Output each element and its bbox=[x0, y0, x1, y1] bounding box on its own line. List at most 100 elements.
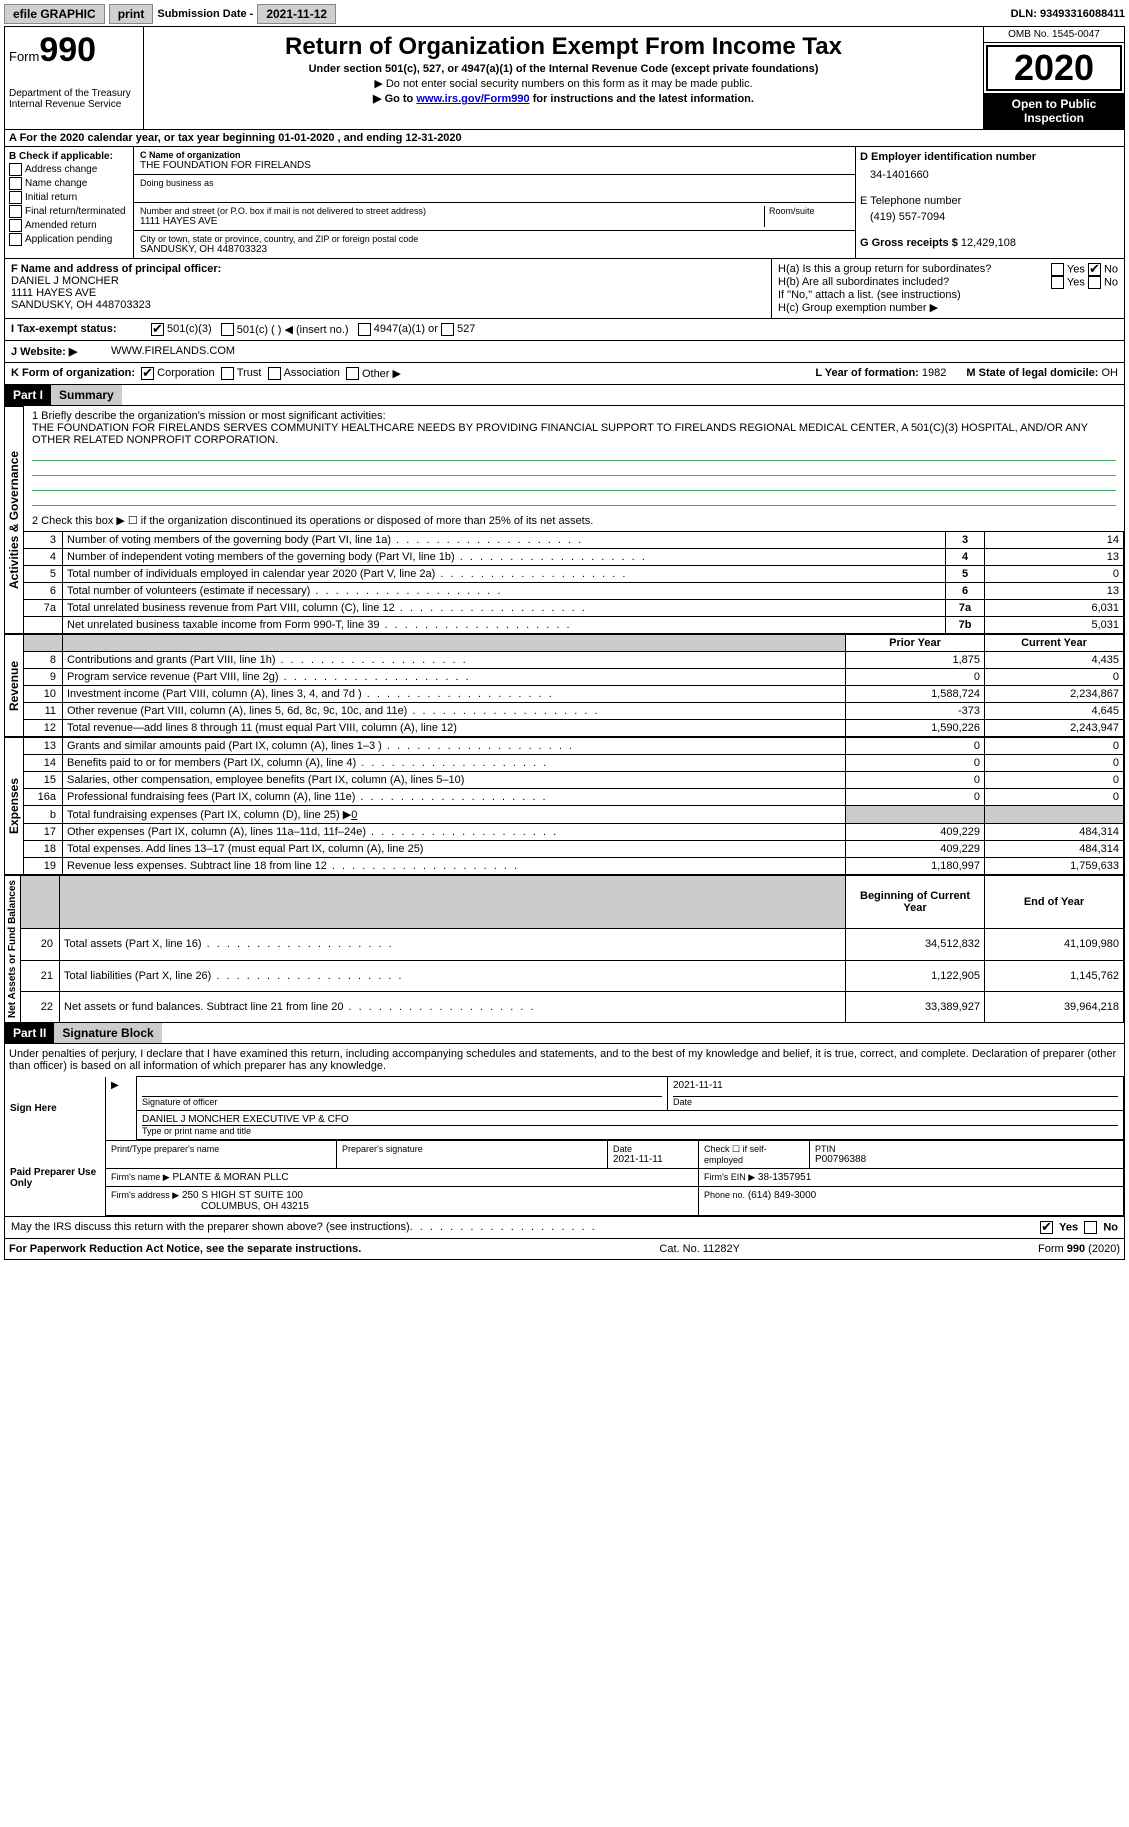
ha-no[interactable] bbox=[1088, 263, 1101, 276]
blank-line bbox=[32, 461, 1116, 476]
tel-label: E Telephone number bbox=[860, 195, 1120, 207]
cb-name[interactable]: Name change bbox=[9, 177, 129, 190]
q1-label: 1 Briefly describe the organization's mi… bbox=[32, 410, 1116, 422]
paid-preparer-table: Paid Preparer Use Only Print/Type prepar… bbox=[5, 1140, 1124, 1216]
prep-date-cell: Date2021-11-11 bbox=[608, 1141, 699, 1169]
ptin-cell: PTINP00796388 bbox=[810, 1141, 1124, 1169]
table-row: 15Salaries, other compensation, employee… bbox=[24, 772, 1124, 789]
table-row: 6Total number of volunteers (estimate if… bbox=[24, 583, 1124, 600]
section-b-to-g: B Check if applicable: Address change Na… bbox=[5, 147, 1124, 259]
vlabel-revenue: Revenue bbox=[5, 634, 24, 737]
irs-link[interactable]: www.irs.gov/Form990 bbox=[416, 93, 529, 105]
addr-cell: Number and street (or P.O. box if mail i… bbox=[134, 203, 855, 231]
row-a: A For the 2020 calendar year, or tax yea… bbox=[5, 130, 1124, 147]
table-row: 11Other revenue (Part VIII, column (A), … bbox=[24, 703, 1124, 720]
ein-value: 34-1401660 bbox=[870, 169, 1120, 181]
header-mid: Return of Organization Exempt From Incom… bbox=[144, 27, 983, 129]
sign-here-label: Sign Here bbox=[5, 1077, 106, 1140]
form-subtitle: Under section 501(c), 527, or 4947(a)(1)… bbox=[152, 63, 975, 75]
print-button[interactable]: print bbox=[109, 4, 154, 24]
net-assets-table: Beginning of Current YearEnd of Year 20T… bbox=[21, 875, 1124, 1023]
sig-officer-cell: Signature of officer bbox=[137, 1077, 668, 1111]
table-row: Beginning of Current YearEnd of Year bbox=[21, 876, 1124, 929]
cb-initial[interactable]: Initial return bbox=[9, 191, 129, 204]
table-row: Net unrelated business taxable income fr… bbox=[24, 617, 1124, 634]
firm-ein-cell: Firm's EIN ▶ 38-1357951 bbox=[699, 1169, 1124, 1187]
discuss-yes[interactable] bbox=[1040, 1221, 1053, 1234]
table-row: 13Grants and similar amounts paid (Part … bbox=[24, 738, 1124, 755]
table-row: 9Program service revenue (Part VIII, lin… bbox=[24, 669, 1124, 686]
website-value: WWW.FIRELANDS.COM bbox=[111, 345, 235, 358]
line-i: I Tax-exempt status: 501(c)(3) 501(c) ( … bbox=[5, 319, 1124, 341]
tax-year: 2020 bbox=[986, 45, 1122, 91]
expenses-section: Expenses 13Grants and similar amounts pa… bbox=[5, 737, 1124, 875]
section-d-to-g: D Employer identification number 34-1401… bbox=[855, 147, 1124, 258]
org-name-cell: C Name of organization THE FOUNDATION FO… bbox=[134, 147, 855, 175]
footer-mid: Cat. No. 11282Y bbox=[659, 1243, 740, 1255]
section-f: F Name and address of principal officer:… bbox=[5, 259, 771, 318]
firm-name-cell: Firm's name ▶ PLANTE & MORAN PLLC bbox=[106, 1169, 699, 1187]
h-b: H(b) Are all subordinates included? Yes … bbox=[778, 276, 1118, 289]
q2-label: 2 Check this box ▶ ☐ if the organization… bbox=[32, 514, 1116, 527]
hb-yes[interactable] bbox=[1051, 276, 1064, 289]
section-b-label: B Check if applicable: bbox=[9, 151, 129, 162]
cb-address[interactable]: Address change bbox=[9, 163, 129, 176]
table-row: 19Revenue less expenses. Subtract line 1… bbox=[24, 858, 1124, 875]
discuss-row: May the IRS discuss this return with the… bbox=[5, 1216, 1124, 1238]
footer-left: For Paperwork Reduction Act Notice, see … bbox=[9, 1243, 361, 1255]
part-1-body: Activities & Governance 1 Briefly descri… bbox=[5, 406, 1124, 634]
form-header: Form990 Department of the Treasury Inter… bbox=[5, 27, 1124, 130]
cb-4947[interactable] bbox=[358, 323, 371, 336]
table-row: 12Total revenue—add lines 8 through 11 (… bbox=[24, 720, 1124, 737]
cb-pending[interactable]: Application pending bbox=[9, 233, 129, 246]
cb-trust[interactable] bbox=[221, 367, 234, 380]
efile-button[interactable]: efile GRAPHIC bbox=[4, 4, 105, 24]
declaration: Under penalties of perjury, I declare th… bbox=[5, 1044, 1124, 1076]
part-1-header: Part ISummary bbox=[5, 385, 1124, 406]
inspection-label: Open to Public Inspection bbox=[984, 93, 1124, 129]
instruction-2: ▶ Go to www.irs.gov/Form990 for instruct… bbox=[152, 92, 975, 105]
tel-value: (419) 557-7094 bbox=[870, 211, 1120, 223]
table-row: bTotal fundraising expenses (Part IX, co… bbox=[24, 806, 1124, 824]
cb-corp[interactable] bbox=[141, 367, 154, 380]
cb-assoc[interactable] bbox=[268, 367, 281, 380]
revenue-table: Prior YearCurrent Year 8Contributions an… bbox=[24, 634, 1124, 737]
irs-label: Internal Revenue Service bbox=[9, 99, 139, 110]
line-k: K Form of organization: Corporation Trus… bbox=[5, 363, 1124, 385]
submission-date: 2021-11-12 bbox=[257, 4, 336, 24]
cb-other[interactable] bbox=[346, 367, 359, 380]
blank-line bbox=[32, 491, 1116, 506]
table-row: 5Total number of individuals employed in… bbox=[24, 566, 1124, 583]
table-row: Prior YearCurrent Year bbox=[24, 635, 1124, 652]
cb-527[interactable] bbox=[441, 323, 454, 336]
form-title: Return of Organization Exempt From Incom… bbox=[152, 33, 975, 61]
table-row: 10Investment income (Part VIII, column (… bbox=[24, 686, 1124, 703]
self-emp-cell: Check ☐ if self-employed bbox=[699, 1141, 810, 1169]
header-left: Form990 Department of the Treasury Inter… bbox=[5, 27, 144, 129]
line-j: J Website: ▶ WWW.FIRELANDS.COM bbox=[5, 341, 1124, 363]
table-row: 14Benefits paid to or for members (Part … bbox=[24, 755, 1124, 772]
city-cell: City or town, state or province, country… bbox=[134, 231, 855, 258]
mission-text: THE FOUNDATION FOR FIRELANDS SERVES COMM… bbox=[32, 422, 1116, 446]
ha-yes[interactable] bbox=[1051, 263, 1064, 276]
cb-final[interactable]: Final return/terminated bbox=[9, 205, 129, 218]
gross-receipts: G Gross receipts $ 12,429,108 bbox=[860, 237, 1120, 249]
firm-addr-cell: Firm's address ▶ 250 S HIGH ST SUITE 100… bbox=[106, 1187, 699, 1216]
cb-501c[interactable] bbox=[221, 323, 234, 336]
vlabel-governance: Activities & Governance bbox=[5, 406, 24, 634]
vlabel-net: Net Assets or Fund Balances bbox=[5, 875, 21, 1023]
blank-line bbox=[32, 476, 1116, 491]
prep-name-cell: Print/Type preparer's name bbox=[106, 1141, 337, 1169]
discuss-no[interactable] bbox=[1084, 1221, 1097, 1234]
top-bar: efile GRAPHIC print Submission Date - 20… bbox=[4, 4, 1125, 24]
table-row: 21Total liabilities (Part X, line 26)1,1… bbox=[21, 960, 1124, 991]
governance-table: 3Number of voting members of the governi… bbox=[24, 531, 1124, 634]
revenue-section: Revenue Prior YearCurrent Year 8Contribu… bbox=[5, 634, 1124, 737]
cb-501c3[interactable] bbox=[151, 323, 164, 336]
part-2-header: Part IISignature Block bbox=[5, 1023, 1124, 1044]
prep-sig-cell: Preparer's signature bbox=[337, 1141, 608, 1169]
hb-no[interactable] bbox=[1088, 276, 1101, 289]
cb-amended[interactable]: Amended return bbox=[9, 219, 129, 232]
vlabel-expenses: Expenses bbox=[5, 737, 24, 875]
footer-row: For Paperwork Reduction Act Notice, see … bbox=[5, 1238, 1124, 1259]
